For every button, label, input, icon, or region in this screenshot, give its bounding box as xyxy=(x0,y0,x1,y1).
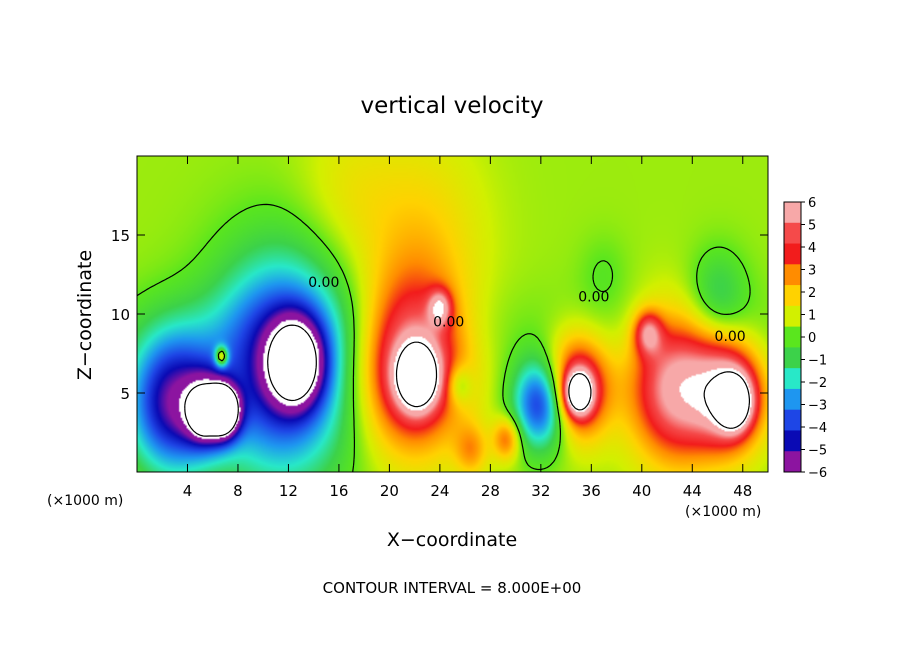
colorbar-swatch xyxy=(784,388,801,411)
contour-interval-note: CONTOUR INTERVAL = 8.000E+00 xyxy=(323,579,582,597)
x-tick-label: 8 xyxy=(233,482,243,500)
colorbar-swatch xyxy=(784,243,801,265)
x-tick-label: 36 xyxy=(582,482,601,500)
plot-area: 0.00 0.00 0.00 0.00 xyxy=(136,155,769,473)
x-tick-label: 48 xyxy=(733,482,752,500)
colorbar-swatch xyxy=(784,264,801,286)
colorbar-swatch xyxy=(784,222,801,245)
colorbar-label: 6 xyxy=(808,196,816,211)
x-axis-label: X−coordinate xyxy=(387,529,517,551)
y-tick-label: 15 xyxy=(111,227,130,245)
x-axis: 4 8 12 16 20 24 28 32 36 40 44 48 xyxy=(183,156,752,500)
colorbar-swatch xyxy=(784,368,801,390)
colorbar-swatch xyxy=(784,285,801,307)
colorbar-label: −1 xyxy=(808,354,827,369)
y-axis: 5 10 15 xyxy=(111,227,768,403)
contour-labels: 0.00 0.00 0.00 0.00 xyxy=(308,275,746,345)
x-unit-right: (×1000 m) xyxy=(685,504,761,520)
x-tick-label: 4 xyxy=(183,482,193,500)
colorbar-label: −2 xyxy=(808,376,827,391)
y-tick-label: 5 xyxy=(120,385,130,403)
chart-title: vertical velocity xyxy=(361,93,544,119)
colorbar-label: 0 xyxy=(808,331,816,346)
contour-label: 0.00 xyxy=(578,289,609,305)
x-tick-label: 44 xyxy=(683,482,702,500)
x-tick-label: 24 xyxy=(430,482,449,500)
contour-line-zero xyxy=(137,203,751,472)
colorbar-label: 3 xyxy=(808,264,816,279)
colorbar-swatch xyxy=(784,202,801,224)
vertical-velocity-field xyxy=(137,156,768,472)
colorbar-swatch xyxy=(784,347,801,369)
x-tick-label: 32 xyxy=(531,482,550,500)
colorbar-label: 2 xyxy=(808,286,816,301)
x-tick-label: 40 xyxy=(632,482,651,500)
colorbar-label: 4 xyxy=(808,241,816,256)
colorbar-label: 5 xyxy=(808,219,816,234)
colorbar-swatch xyxy=(784,409,801,431)
y-tick-label: 10 xyxy=(111,306,130,324)
colorbar-label: −5 xyxy=(808,444,827,459)
colorbar-swatch xyxy=(784,326,801,348)
contour-line-negative xyxy=(184,324,317,437)
contour-line-positive xyxy=(395,341,750,429)
x-unit-left: (×1000 m) xyxy=(47,493,123,509)
contour-lines xyxy=(137,203,751,472)
colorbar-label: −3 xyxy=(808,399,827,414)
contour-label: 0.00 xyxy=(308,275,339,291)
colorbar-label: 1 xyxy=(808,309,816,324)
x-tick-label: 28 xyxy=(481,482,500,500)
colorbar-swatch xyxy=(784,305,801,328)
contour-label: 0.00 xyxy=(433,315,464,331)
x-tick-label: 12 xyxy=(279,482,298,500)
colorbar-swatch xyxy=(784,451,801,473)
colorbar-label: −6 xyxy=(808,466,827,481)
x-tick-label: 20 xyxy=(380,482,399,500)
contour-label: 0.00 xyxy=(715,329,746,345)
colorbar: 6 5 4 3 2 1 0 −1 −2 −3 −4 −5 −6 xyxy=(783,196,827,481)
y-axis-label: Z−coordinate xyxy=(74,250,96,380)
x-tick-label: 16 xyxy=(329,482,348,500)
colorbar-swatch xyxy=(784,430,801,452)
colorbar-label: −4 xyxy=(808,421,827,436)
